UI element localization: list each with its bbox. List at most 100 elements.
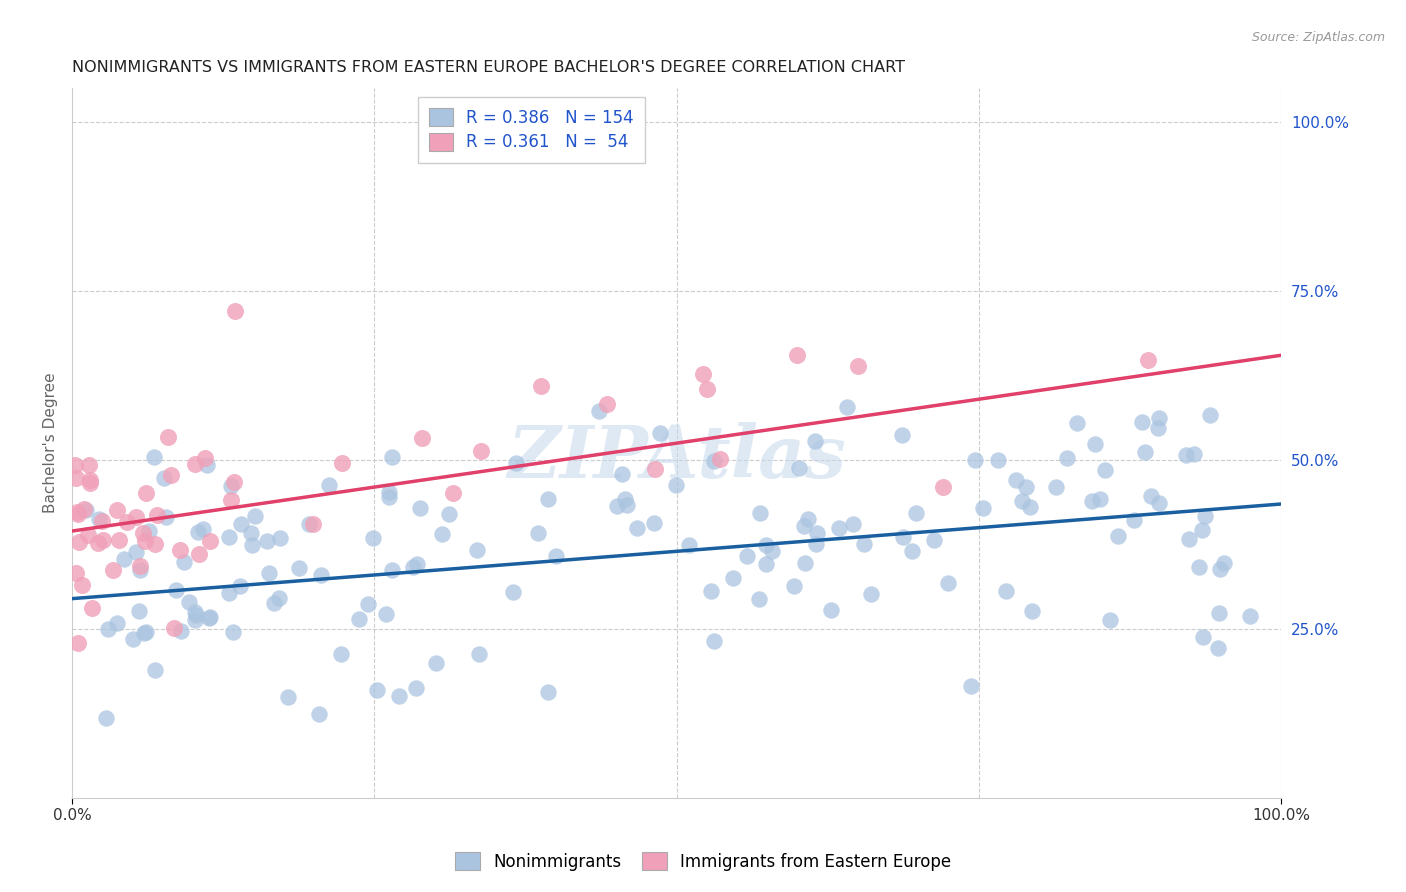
Point — [1182, 447, 1205, 461]
Point — [75, 503, 97, 517]
Point — [537, 685, 560, 699]
Point — [256, 533, 278, 548]
Point — [381, 450, 404, 464]
Point — [330, 456, 353, 470]
Point — [378, 484, 401, 499]
Point — [1206, 640, 1229, 655]
Point — [859, 587, 882, 601]
Point — [277, 690, 299, 704]
Point — [846, 359, 869, 373]
Point — [65, 566, 87, 581]
Point — [1021, 604, 1043, 618]
Point — [132, 625, 155, 640]
Point — [782, 579, 804, 593]
Point — [610, 467, 633, 481]
Text: Source: ZipAtlas.com: Source: ZipAtlas.com — [1251, 31, 1385, 45]
Point — [596, 397, 619, 411]
Point — [73, 501, 96, 516]
Point — [755, 557, 778, 571]
Point — [188, 547, 211, 561]
Point — [184, 608, 207, 623]
Point — [330, 648, 353, 662]
Point — [749, 506, 772, 520]
Point — [526, 525, 548, 540]
Point — [87, 536, 110, 550]
Point — [108, 533, 131, 548]
Point — [1191, 524, 1213, 538]
Point — [405, 681, 427, 695]
Point — [197, 611, 219, 625]
Point — [308, 706, 330, 721]
Point — [163, 621, 186, 635]
Point — [709, 451, 731, 466]
Point — [806, 525, 828, 540]
Point — [91, 514, 114, 528]
Point — [530, 379, 553, 393]
Point — [1098, 613, 1121, 627]
Point — [696, 382, 718, 396]
Point — [263, 596, 285, 610]
Point — [409, 501, 432, 516]
Point — [755, 538, 778, 552]
Point — [184, 605, 207, 619]
Point — [1212, 557, 1234, 571]
Point — [297, 516, 319, 531]
Point — [239, 526, 262, 541]
Point — [152, 471, 174, 485]
Point — [347, 612, 370, 626]
Point — [797, 512, 820, 526]
Point — [1088, 491, 1111, 506]
Point — [700, 584, 723, 599]
Point — [402, 560, 425, 574]
Point — [101, 563, 124, 577]
Point — [828, 521, 851, 535]
Point — [959, 679, 981, 693]
Point — [288, 560, 311, 574]
Point — [218, 586, 240, 600]
Point — [1005, 473, 1028, 487]
Point — [842, 517, 865, 532]
Point — [146, 508, 169, 522]
Point — [786, 348, 808, 362]
Point — [703, 634, 725, 648]
Point — [229, 517, 252, 532]
Point — [198, 609, 221, 624]
Point — [388, 689, 411, 703]
Point — [1066, 416, 1088, 430]
Point — [1081, 494, 1104, 508]
Point — [505, 456, 527, 470]
Point — [1146, 421, 1168, 435]
Legend: R = 0.386   N = 154, R = 0.361   N =  54: R = 0.386 N = 154, R = 0.361 N = 54 — [418, 96, 645, 163]
Point — [1015, 480, 1038, 494]
Point — [544, 549, 567, 564]
Point — [302, 516, 325, 531]
Point — [65, 471, 87, 485]
Point — [138, 524, 160, 539]
Point — [378, 490, 401, 504]
Point — [79, 474, 101, 488]
Point — [1094, 463, 1116, 477]
Point — [748, 592, 770, 607]
Point — [664, 478, 686, 492]
Point — [142, 450, 165, 464]
Point — [994, 584, 1017, 599]
Point — [1192, 630, 1215, 644]
Point — [425, 657, 447, 671]
Point — [105, 503, 128, 517]
Point — [721, 571, 744, 585]
Point — [129, 563, 152, 577]
Point — [1011, 494, 1033, 508]
Point — [381, 563, 404, 577]
Point — [200, 534, 222, 549]
Point — [891, 427, 914, 442]
Point — [128, 604, 150, 618]
Point — [195, 458, 218, 473]
Point — [1045, 480, 1067, 494]
Point — [606, 500, 628, 514]
Point — [66, 505, 89, 519]
Point — [901, 544, 924, 558]
Point — [1149, 495, 1171, 509]
Point — [761, 544, 783, 558]
Point — [160, 467, 183, 482]
Point — [135, 625, 157, 640]
